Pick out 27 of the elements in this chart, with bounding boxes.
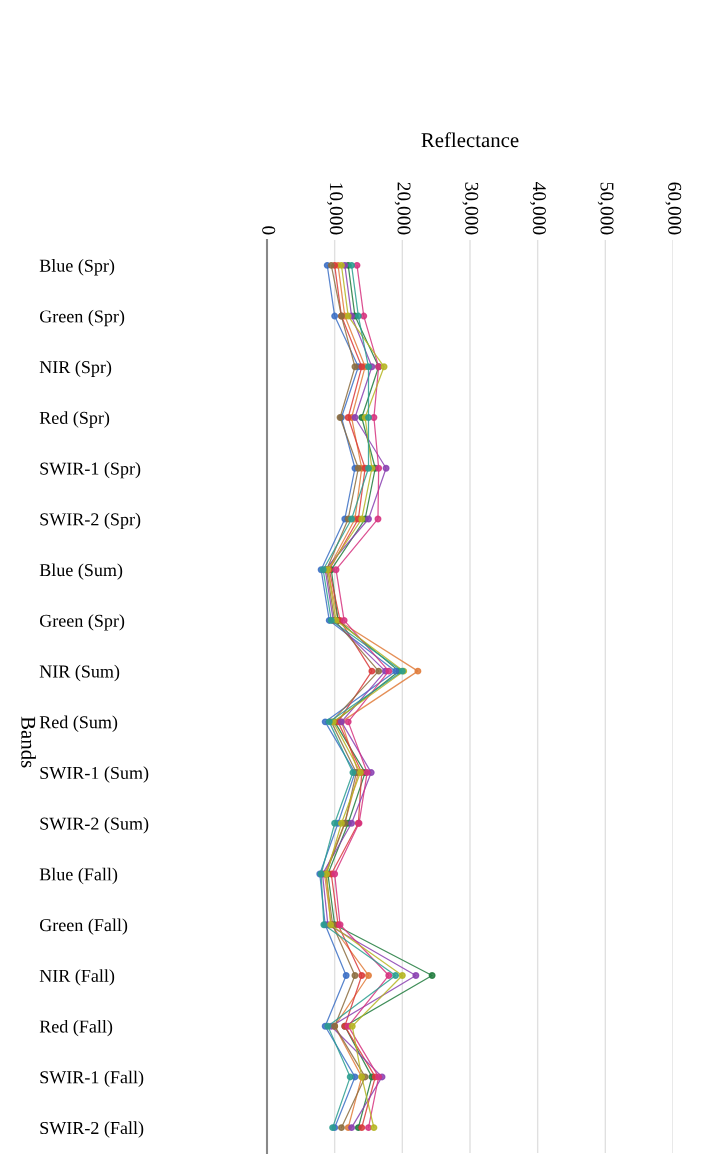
y-tick-label: Red (Spr) <box>39 411 110 428</box>
y-axis-title: Bands <box>21 716 36 768</box>
x-tick-label: 0 <box>262 226 276 235</box>
y-tick-label: Green (Spr) <box>39 309 125 327</box>
y-tick-label: NIR (Spr) <box>39 360 112 377</box>
y-tick-label: SWIR-1 (Sum) <box>40 766 149 783</box>
y-tick-label: Blue (Sum) <box>39 563 123 580</box>
y-tick-label: Red (Sum) <box>39 715 118 732</box>
y-tick-label: NIR (Sum) <box>39 664 120 682</box>
x-tick-label: 10,000 <box>327 183 343 235</box>
y-tick-label: SWIR-2 (Sum) <box>40 817 149 834</box>
y-tick-label: SWIR-2 (Fall) <box>40 1121 144 1138</box>
x-axis-title: Reflectance <box>421 132 519 148</box>
x-tick-label: 20,000 <box>394 182 411 235</box>
y-tick-label: Blue (Spr) <box>39 259 115 276</box>
y-tick-label: Green (Spr) <box>39 614 125 631</box>
y-tick-label: Green (Fall) <box>39 918 128 935</box>
y-tick-label: SWIR-2 (Spr) <box>40 512 141 530</box>
x-tick-label: 50,000 <box>597 182 614 235</box>
x-tick-label: 40,000 <box>530 182 546 235</box>
x-tick-label: 60,000 <box>665 182 682 235</box>
y-tick-label: Blue (Fall) <box>39 867 118 885</box>
y-tick-label: NIR (Fall) <box>39 969 115 986</box>
y-tick-label: SWIR-1 (Fall) <box>40 1070 144 1088</box>
y-tick-label: SWIR-1 (Spr) <box>40 461 141 479</box>
y-tick-label: Red (Fall) <box>39 1019 113 1037</box>
x-tick-label: 30,000 <box>462 182 479 235</box>
